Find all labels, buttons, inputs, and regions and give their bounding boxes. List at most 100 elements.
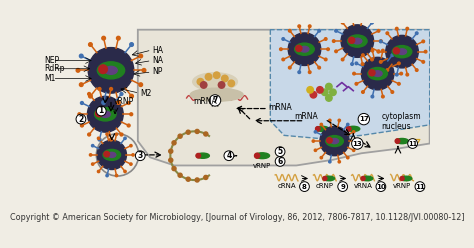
Circle shape bbox=[89, 43, 92, 46]
Circle shape bbox=[395, 73, 398, 76]
Circle shape bbox=[335, 50, 337, 53]
Circle shape bbox=[115, 174, 118, 177]
Circle shape bbox=[362, 54, 364, 57]
Ellipse shape bbox=[296, 45, 302, 52]
Circle shape bbox=[97, 140, 127, 170]
Circle shape bbox=[406, 73, 409, 76]
Ellipse shape bbox=[393, 48, 400, 54]
Text: 11: 11 bbox=[415, 184, 425, 190]
Circle shape bbox=[415, 182, 425, 191]
Circle shape bbox=[422, 40, 425, 43]
Circle shape bbox=[330, 89, 336, 95]
Circle shape bbox=[142, 68, 146, 72]
Polygon shape bbox=[270, 30, 429, 139]
Circle shape bbox=[341, 58, 344, 61]
Circle shape bbox=[321, 89, 328, 95]
Ellipse shape bbox=[327, 138, 332, 143]
Text: 11: 11 bbox=[408, 141, 417, 147]
Circle shape bbox=[169, 158, 173, 162]
Circle shape bbox=[415, 32, 418, 34]
Circle shape bbox=[117, 36, 120, 40]
Circle shape bbox=[224, 151, 234, 161]
Circle shape bbox=[346, 123, 349, 126]
Circle shape bbox=[382, 95, 384, 98]
Circle shape bbox=[88, 93, 91, 95]
Circle shape bbox=[318, 30, 320, 32]
Circle shape bbox=[328, 119, 331, 122]
Ellipse shape bbox=[97, 62, 125, 79]
Circle shape bbox=[391, 91, 393, 93]
Ellipse shape bbox=[369, 70, 375, 76]
Ellipse shape bbox=[323, 177, 327, 181]
Ellipse shape bbox=[330, 139, 338, 144]
Circle shape bbox=[78, 113, 81, 116]
Circle shape bbox=[210, 95, 221, 106]
Text: 1: 1 bbox=[99, 106, 104, 116]
Circle shape bbox=[310, 92, 317, 98]
Circle shape bbox=[76, 68, 80, 72]
Polygon shape bbox=[138, 30, 429, 165]
Ellipse shape bbox=[316, 126, 329, 131]
Circle shape bbox=[106, 133, 108, 135]
Circle shape bbox=[289, 66, 291, 69]
Ellipse shape bbox=[295, 43, 314, 55]
Circle shape bbox=[115, 133, 118, 135]
Circle shape bbox=[169, 149, 173, 153]
Ellipse shape bbox=[395, 139, 400, 143]
Text: mRNA: mRNA bbox=[294, 112, 318, 121]
Circle shape bbox=[415, 69, 418, 71]
Circle shape bbox=[130, 94, 133, 98]
Circle shape bbox=[355, 140, 357, 142]
Circle shape bbox=[127, 102, 130, 104]
Circle shape bbox=[358, 113, 370, 125]
Circle shape bbox=[139, 83, 143, 87]
Circle shape bbox=[371, 49, 374, 52]
Ellipse shape bbox=[190, 88, 243, 101]
Ellipse shape bbox=[323, 176, 335, 181]
Ellipse shape bbox=[398, 49, 407, 55]
Ellipse shape bbox=[392, 46, 412, 58]
Text: 5: 5 bbox=[277, 147, 283, 156]
Circle shape bbox=[380, 61, 382, 63]
Circle shape bbox=[320, 126, 349, 156]
Circle shape bbox=[355, 62, 358, 65]
Circle shape bbox=[380, 40, 382, 43]
Circle shape bbox=[324, 38, 327, 40]
Circle shape bbox=[338, 119, 340, 122]
Circle shape bbox=[377, 50, 380, 53]
Circle shape bbox=[186, 130, 190, 134]
Ellipse shape bbox=[361, 177, 365, 181]
Text: vRNP: vRNP bbox=[114, 97, 134, 106]
Circle shape bbox=[201, 82, 207, 88]
Text: cRNA: cRNA bbox=[277, 183, 296, 189]
Circle shape bbox=[314, 149, 317, 152]
Ellipse shape bbox=[196, 153, 210, 158]
Circle shape bbox=[346, 156, 349, 159]
Ellipse shape bbox=[368, 67, 387, 80]
Text: 4: 4 bbox=[226, 151, 231, 160]
Circle shape bbox=[386, 32, 389, 34]
Ellipse shape bbox=[395, 138, 409, 144]
Circle shape bbox=[195, 129, 199, 133]
Text: NEP: NEP bbox=[45, 56, 59, 65]
Circle shape bbox=[312, 140, 315, 142]
Circle shape bbox=[195, 178, 199, 182]
Circle shape bbox=[376, 182, 386, 191]
Ellipse shape bbox=[400, 177, 404, 181]
Ellipse shape bbox=[326, 136, 343, 147]
Text: 8: 8 bbox=[302, 184, 307, 190]
Circle shape bbox=[338, 161, 340, 163]
Circle shape bbox=[88, 133, 91, 136]
Circle shape bbox=[362, 91, 364, 93]
Circle shape bbox=[386, 69, 389, 71]
Ellipse shape bbox=[255, 153, 260, 158]
Text: 2: 2 bbox=[78, 115, 83, 124]
Ellipse shape bbox=[361, 176, 373, 181]
Text: vRNP: vRNP bbox=[253, 163, 271, 169]
Text: Copyright © American Society for Microbiology, [Journal of Virology, 86, 2012, 7: Copyright © American Society for Microbi… bbox=[9, 213, 465, 222]
Circle shape bbox=[341, 21, 344, 24]
Ellipse shape bbox=[193, 73, 237, 91]
Circle shape bbox=[386, 35, 418, 68]
Text: 13: 13 bbox=[353, 141, 362, 147]
Circle shape bbox=[318, 66, 320, 69]
